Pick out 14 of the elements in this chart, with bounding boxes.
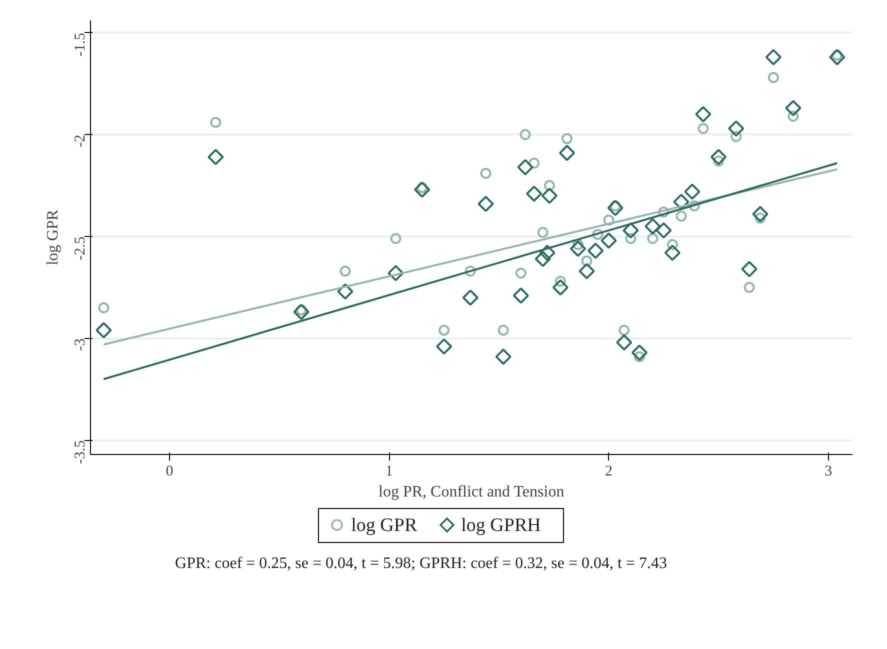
legend-label: log GPRH <box>461 515 541 536</box>
y-axis-title: log GPR <box>44 209 62 266</box>
y-tick-label: -2 <box>72 134 88 148</box>
x-tick-label: 2 <box>605 464 612 480</box>
text: GPR: coef = 0.25, se = 0.04, t = 5.98; GPRH: coef = 0.32, se = 0.04, t = 7.43 <box>174 554 668 574</box>
legend-label: log GPR <box>351 515 418 536</box>
x-tick-label: 1 <box>385 464 393 480</box>
y-tick-label: -3.5 <box>72 440 88 464</box>
y-tick-label: -3 <box>72 338 88 351</box>
x-axis-title: log PR, Conflict and Tension <box>378 484 564 500</box>
x-tick-label: 0 <box>166 464 174 480</box>
x-tick-label: 3 <box>824 464 832 480</box>
y-tick-label: -1.5 <box>72 32 88 56</box>
y-tick-label: -2.5 <box>72 236 88 260</box>
